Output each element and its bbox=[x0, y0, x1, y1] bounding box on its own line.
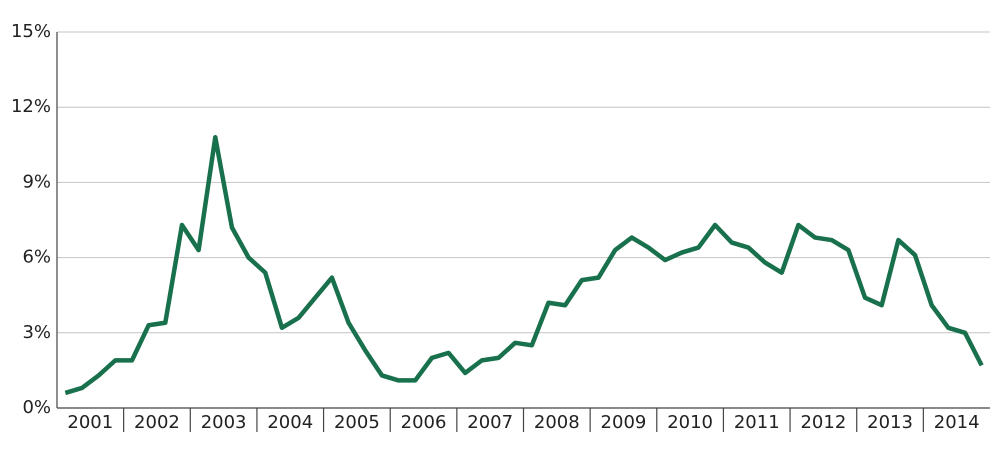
x-tick-label: 2005 bbox=[334, 412, 380, 433]
x-tick-label: 2007 bbox=[467, 412, 513, 433]
y-tick-label: 3% bbox=[22, 322, 51, 343]
y-tick-label: 12% bbox=[11, 96, 51, 117]
x-tick-label: 2002 bbox=[134, 412, 180, 433]
x-tick-label: 2006 bbox=[401, 412, 447, 433]
y-tick-label: 9% bbox=[22, 171, 51, 192]
line bbox=[64, 135, 984, 396]
x-tick-label: 2011 bbox=[734, 412, 780, 433]
x-tick-label: 2010 bbox=[667, 412, 713, 433]
y-tick-label: 15% bbox=[11, 21, 51, 42]
x-tick-label: 2009 bbox=[601, 412, 647, 433]
x-tick-label: 2013 bbox=[867, 412, 913, 433]
x-tick-label: 2001 bbox=[67, 412, 113, 433]
x-tick-label: 2004 bbox=[267, 412, 313, 433]
y-tick-label: 0% bbox=[22, 397, 51, 418]
x-tick-label: 2003 bbox=[201, 412, 247, 433]
x-tick-label: 2012 bbox=[800, 412, 846, 433]
x-tick-label: 2014 bbox=[934, 412, 980, 433]
x-tick-label: 2008 bbox=[534, 412, 580, 433]
y-tick-label: 6% bbox=[22, 247, 51, 268]
